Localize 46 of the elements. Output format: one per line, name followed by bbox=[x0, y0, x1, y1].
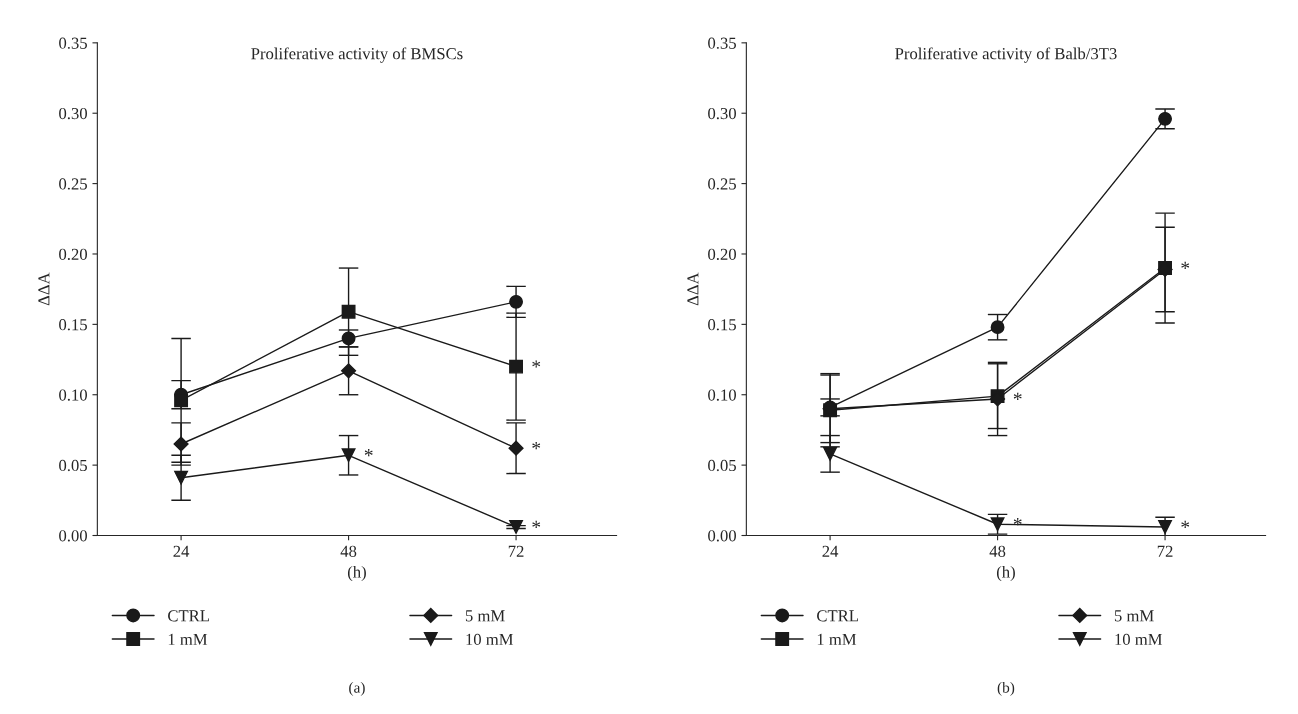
y-tick-label: 0.00 bbox=[708, 530, 736, 542]
y-tick-label: 0.35 bbox=[708, 37, 736, 49]
text: (b) bbox=[997, 681, 1015, 696]
y-tick-label: 0.20 bbox=[59, 248, 87, 260]
annotation: * bbox=[1013, 518, 1022, 526]
legend-label: 10 mM bbox=[466, 633, 514, 645]
x-tick-label: 24 bbox=[173, 545, 190, 557]
x-tick-label: 48 bbox=[989, 545, 1006, 557]
x-axis-title: (h) bbox=[996, 565, 1015, 582]
y-tick-label: 0.10 bbox=[59, 389, 87, 401]
text: (a) bbox=[349, 681, 365, 696]
y-tick-label: 0.25 bbox=[708, 178, 736, 190]
annotation: * bbox=[532, 442, 541, 450]
chart-title: Proliferative activity of Balb/3T3 bbox=[895, 47, 1117, 63]
legend-label: CTRL bbox=[817, 610, 858, 622]
annotation: * bbox=[1013, 392, 1022, 400]
legend-label: 5 mM bbox=[465, 610, 505, 622]
x-tick-label: 72 bbox=[508, 545, 524, 557]
y-tick-label: 0.05 bbox=[59, 459, 87, 472]
y-tick-label: 0.05 bbox=[708, 459, 736, 472]
x-tick-label: 24 bbox=[822, 545, 839, 557]
annotation: * bbox=[532, 360, 541, 368]
legend-label: CTRL bbox=[168, 610, 209, 622]
y-tick-label: 0.00 bbox=[59, 530, 87, 542]
y-tick-label: 0.25 bbox=[59, 178, 87, 190]
x-tick-label: 48 bbox=[340, 545, 357, 557]
y-tick-label: 0.20 bbox=[708, 248, 736, 260]
y-tick-label: 0.30 bbox=[59, 107, 87, 120]
y-tick-label: 0.30 bbox=[708, 107, 736, 120]
annotation: * bbox=[532, 520, 541, 528]
y-tick-label: 0.35 bbox=[59, 37, 87, 49]
x-axis-title: (h) bbox=[347, 565, 366, 582]
annotation: * bbox=[1181, 261, 1190, 269]
y-tick-label: 0.10 bbox=[708, 389, 736, 401]
legend-label: 5 mM bbox=[1114, 610, 1154, 622]
y-tick-label: 0.15 bbox=[708, 319, 736, 331]
legend-label: 1 mM bbox=[168, 633, 208, 645]
x-tick-label: 72 bbox=[1157, 545, 1173, 557]
y-axis-title: ΔΔA bbox=[687, 272, 699, 306]
annotation: * bbox=[364, 449, 373, 457]
legend-label: 10 mM bbox=[1115, 633, 1163, 645]
y-axis-title: ΔΔA bbox=[38, 272, 50, 306]
y-tick-label: 0.15 bbox=[59, 319, 87, 331]
chart-title: Proliferative activity of BMSCs bbox=[251, 47, 463, 63]
legend-label: 1 mM bbox=[817, 633, 857, 645]
annotation: * bbox=[1181, 520, 1190, 528]
